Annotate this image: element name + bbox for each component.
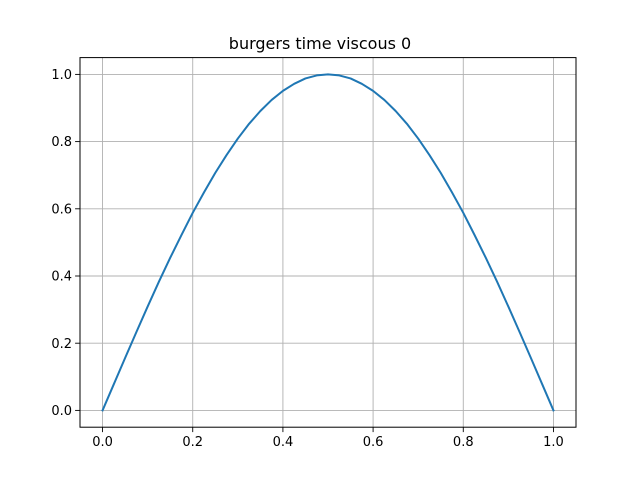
series-line [101,73,555,412]
x-tick-label: 1.0 [543,435,564,450]
y-tick-label: 0.6 [51,202,72,217]
x-tick-label: 0.2 [182,435,203,450]
y-axis: 0.0 0.2 0.4 0.6 0.8 1.0 [51,68,80,419]
x-tick-label: 0.0 [92,435,113,450]
y-tick-label: 0.0 [51,404,72,419]
x-tick-label: 0.6 [363,435,384,450]
grid [80,57,576,428]
x-tick-label: 0.4 [273,435,294,450]
y-tick-label: 0.4 [51,270,72,285]
y-tick-label: 0.8 [51,135,72,150]
series-layer [101,73,555,412]
x-axis: 0.0 0.2 0.4 0.6 0.8 1.0 [92,427,564,450]
plot-frame [79,57,577,428]
y-tick-label: 0.2 [51,337,72,352]
chart-title: burgers time viscous 0 [229,34,411,53]
y-tick-label: 1.0 [51,68,72,83]
x-tick-label: 0.8 [453,435,474,450]
